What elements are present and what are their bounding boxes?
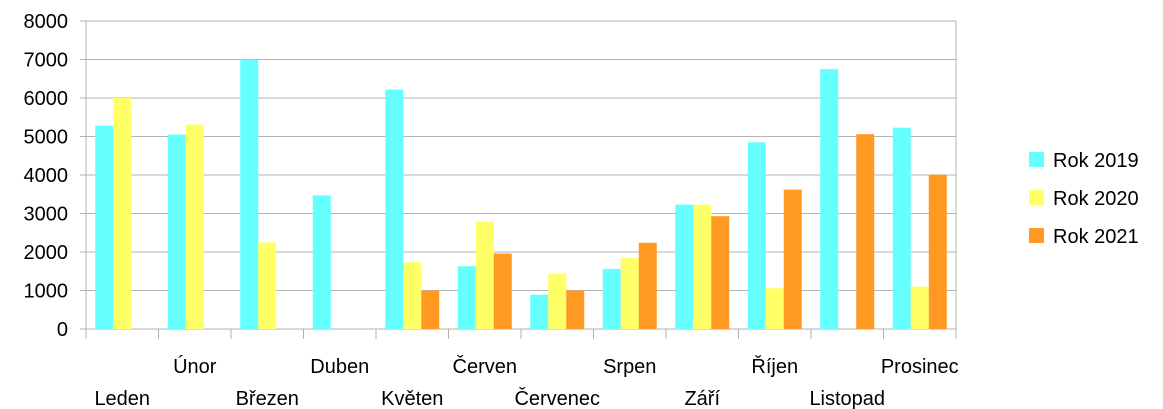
legend-swatch xyxy=(1029,152,1044,167)
y-tick-label: 7000 xyxy=(24,50,69,72)
bar xyxy=(113,98,132,329)
x-tick-label: Červenec xyxy=(514,387,600,409)
x-tick-label: Leden xyxy=(94,388,150,409)
x-axis-tick-labels: Leden Únor Březen Duben Květen Červen Červenec… xyxy=(94,355,958,409)
legend-label: Rok 2021 xyxy=(1053,226,1139,248)
bar xyxy=(566,290,585,329)
legend-label: Rok 2019 xyxy=(1053,150,1139,172)
y-tick-label: 8000 xyxy=(24,11,69,33)
bar xyxy=(548,273,567,329)
bar xyxy=(856,134,875,329)
y-tick-label: 0 xyxy=(57,319,68,341)
bar xyxy=(95,125,114,329)
grid xyxy=(86,20,956,330)
x-tick-label: Srpen xyxy=(603,356,656,378)
x-tick-label: Duben xyxy=(310,356,369,378)
y-tick-label: 1000 xyxy=(24,281,69,303)
x-tick-label: Květen xyxy=(381,388,443,409)
y-tick-label: 3000 xyxy=(24,204,69,226)
bar xyxy=(475,221,494,329)
x-tick-label: Prosinec xyxy=(881,356,959,378)
bar xyxy=(892,127,911,330)
bar xyxy=(258,242,277,329)
y-tick-label: 5000 xyxy=(24,127,69,149)
bar xyxy=(530,294,549,329)
bar xyxy=(783,189,802,329)
bar xyxy=(928,174,947,329)
bar xyxy=(240,59,259,329)
bar xyxy=(620,258,639,329)
bar xyxy=(675,204,694,329)
bar xyxy=(638,242,657,329)
bar xyxy=(910,286,929,329)
x-tick-label: Březen xyxy=(236,388,299,409)
y-tick-label: 4000 xyxy=(24,165,69,187)
bar xyxy=(747,142,766,329)
x-tick-label: Listopad xyxy=(809,388,885,409)
bar xyxy=(385,89,404,329)
bars xyxy=(95,59,947,330)
bar xyxy=(457,266,476,329)
legend-label: Rok 2020 xyxy=(1053,188,1139,210)
x-tick-label: Září xyxy=(684,388,720,409)
x-tick-label: Říjen xyxy=(751,355,798,378)
bar xyxy=(403,262,422,329)
bar xyxy=(167,134,186,329)
legend-swatch xyxy=(1029,190,1044,205)
bar xyxy=(693,204,712,329)
y-tick-label: 2000 xyxy=(24,242,69,264)
x-tick-label: Červen xyxy=(453,355,517,378)
bar xyxy=(312,195,331,329)
bar xyxy=(711,216,730,329)
legend: Rok 2019 Rok 2020 Rok 2021 xyxy=(1029,150,1139,248)
bar xyxy=(765,288,784,329)
x-tick-label: Únor xyxy=(173,355,217,378)
legend-swatch xyxy=(1029,228,1044,243)
y-tick-label: 6000 xyxy=(24,88,69,110)
bar xyxy=(185,124,204,329)
bar xyxy=(421,290,440,329)
bar xyxy=(493,253,512,329)
bar xyxy=(602,268,621,329)
axes xyxy=(80,20,957,339)
bar xyxy=(820,69,839,329)
y-axis-tick-labels: 0 1000 2000 3000 4000 5000 6000 7000 8000 xyxy=(24,11,69,341)
